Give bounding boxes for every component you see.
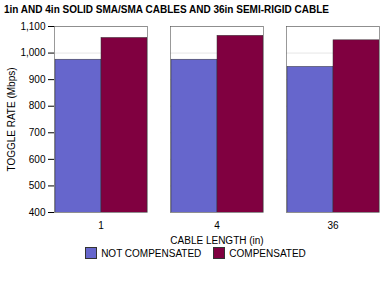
svg-text:700: 700 [29,127,46,138]
svg-text:1,000: 1,000 [20,47,45,58]
svg-text:600: 600 [29,154,46,165]
svg-text:400: 400 [29,207,46,218]
html-text:COMPENSATED: COMPENSATED [229,247,306,259]
svg-text:4: 4 [214,220,220,231]
svg-text:TOGGLE RATE (Mbps): TOGGLE RATE (Mbps) [6,67,17,171]
svg-text:900: 900 [29,74,46,85]
svg-text:36: 36 [327,220,339,231]
html-text:1in AND 4in SOLID SMA/SMA CABL: 1in AND 4in SOLID SMA/SMA CABLES AND 36i… [4,4,329,15]
svg-text:500: 500 [29,180,46,191]
svg-text:1: 1 [98,220,104,231]
html-text:NOT COMPENSATED: NOT COMPENSATED [101,247,202,259]
svg-text:CABLE LENGTH (in): CABLE LENGTH (in) [170,235,263,246]
svg-text:800: 800 [29,100,46,111]
svg-text:1,100: 1,100 [20,21,45,32]
